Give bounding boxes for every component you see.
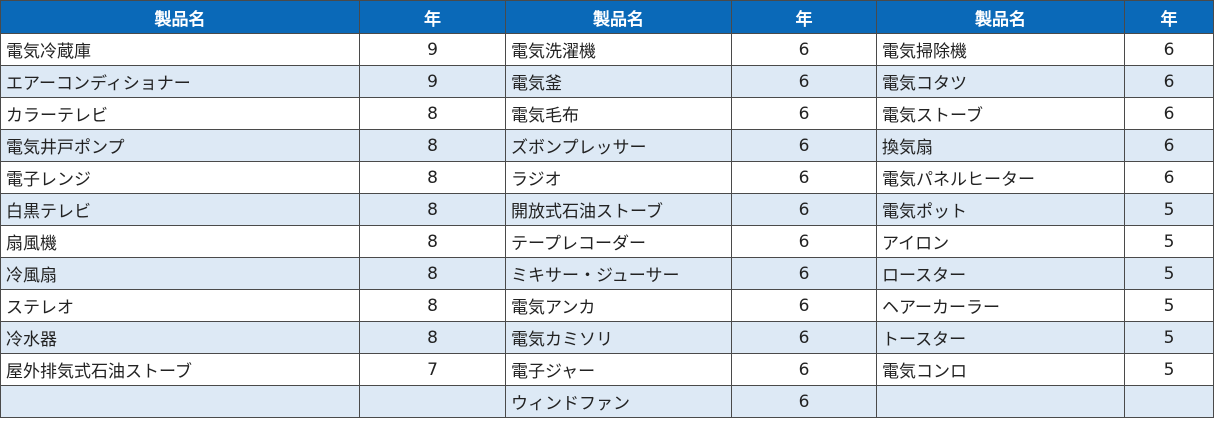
product-name-cell: 電気洗濯機	[505, 33, 732, 66]
year-cell: 5	[1124, 193, 1214, 226]
table-row: ウィンドファン 6	[0, 385, 1214, 418]
header-year-1: 年	[359, 0, 506, 34]
product-name-cell: 電気アンカ	[505, 289, 732, 322]
product-name-cell: アイロン	[876, 225, 1125, 258]
product-name-cell: エアーコンディショナー	[0, 65, 360, 98]
header-product-name-2: 製品名	[505, 0, 732, 34]
product-name-cell: 電気ポット	[876, 193, 1125, 226]
product-name-cell: 電気毛布	[505, 97, 732, 130]
table-row: 冷風扇 8 ミキサー・ジューサー 6 ロースター 5	[0, 257, 1214, 290]
table-row: 屋外排気式石油ストーブ 7 電子ジャー 6 電気コンロ 5	[0, 353, 1214, 386]
product-name-cell: 白黒テレビ	[0, 193, 360, 226]
year-cell: 6	[731, 97, 877, 130]
year-cell: 8	[359, 321, 506, 354]
year-cell: 6	[1124, 33, 1214, 66]
product-name-cell: 電気釜	[505, 65, 732, 98]
year-cell	[359, 385, 506, 418]
year-cell: 5	[1124, 353, 1214, 386]
product-name-cell: ミキサー・ジューサー	[505, 257, 732, 290]
year-cell: 8	[359, 289, 506, 322]
year-cell: 9	[359, 65, 506, 98]
year-cell: 6	[731, 385, 877, 418]
year-cell: 5	[1124, 225, 1214, 258]
year-cell: 6	[731, 257, 877, 290]
product-name-cell: 屋外排気式石油ストーブ	[0, 353, 360, 386]
table-row: 電気冷蔵庫 9 電気洗濯機 6 電気掃除機 6	[0, 33, 1214, 66]
year-cell: 5	[1124, 289, 1214, 322]
product-name-cell: 電気ストーブ	[876, 97, 1125, 130]
table-row: 扇風機 8 テープレコーダー 6 アイロン 5	[0, 225, 1214, 258]
table-row: ステレオ 8 電気アンカ 6 ヘアーカーラー 5	[0, 289, 1214, 322]
header-product-name-3: 製品名	[876, 0, 1125, 34]
product-name-cell: ズボンプレッサー	[505, 129, 732, 162]
year-cell	[1124, 385, 1214, 418]
product-name-cell: テープレコーダー	[505, 225, 732, 258]
year-cell: 6	[731, 225, 877, 258]
product-name-cell	[876, 385, 1125, 418]
year-cell: 8	[359, 225, 506, 258]
year-cell: 6	[731, 321, 877, 354]
year-cell: 6	[1124, 65, 1214, 98]
header-year-2: 年	[731, 0, 877, 34]
table-row: カラーテレビ 8 電気毛布 6 電気ストーブ 6	[0, 97, 1214, 130]
table-row: 電気井戸ポンプ 8 ズボンプレッサー 6 換気扇 6	[0, 129, 1214, 162]
year-cell: 7	[359, 353, 506, 386]
header-year-3: 年	[1124, 0, 1214, 34]
product-name-cell: 電子ジャー	[505, 353, 732, 386]
year-cell: 9	[359, 33, 506, 66]
year-cell: 6	[1124, 161, 1214, 194]
product-name-cell: 電気冷蔵庫	[0, 33, 360, 66]
product-name-cell: 開放式石油ストーブ	[505, 193, 732, 226]
product-name-cell: 電気カミソリ	[505, 321, 732, 354]
product-name-cell: 扇風機	[0, 225, 360, 258]
year-cell: 8	[359, 97, 506, 130]
header-row: 製品名 年 製品名 年 製品名 年	[0, 0, 1214, 34]
table-row: エアーコンディショナー 9 電気釜 6 電気コタツ 6	[0, 65, 1214, 98]
year-cell: 6	[731, 65, 877, 98]
product-name-cell: 電気パネルヒーター	[876, 161, 1125, 194]
product-name-cell: 電気コタツ	[876, 65, 1125, 98]
year-cell: 6	[1124, 97, 1214, 130]
table-row: 電子レンジ 8 ラジオ 6 電気パネルヒーター 6	[0, 161, 1214, 194]
product-name-cell: 冷水器	[0, 321, 360, 354]
product-name-cell: 冷風扇	[0, 257, 360, 290]
product-name-cell: 電子レンジ	[0, 161, 360, 194]
table-row: 白黒テレビ 8 開放式石油ストーブ 6 電気ポット 5	[0, 193, 1214, 226]
product-name-cell: 電気掃除機	[876, 33, 1125, 66]
year-cell: 6	[731, 161, 877, 194]
year-cell: 8	[359, 193, 506, 226]
product-name-cell: トースター	[876, 321, 1125, 354]
product-name-cell: ウィンドファン	[505, 385, 732, 418]
product-name-cell: 電気コンロ	[876, 353, 1125, 386]
product-name-cell: 換気扇	[876, 129, 1125, 162]
product-name-cell	[0, 385, 360, 418]
header-product-name-1: 製品名	[0, 0, 360, 34]
table-row: 冷水器 8 電気カミソリ 6 トースター 5	[0, 321, 1214, 354]
year-cell: 5	[1124, 321, 1214, 354]
year-cell: 8	[359, 161, 506, 194]
product-name-cell: 電気井戸ポンプ	[0, 129, 360, 162]
year-cell: 6	[1124, 129, 1214, 162]
year-cell: 5	[1124, 257, 1214, 290]
product-name-cell: ステレオ	[0, 289, 360, 322]
year-cell: 8	[359, 257, 506, 290]
product-name-cell: ロースター	[876, 257, 1125, 290]
year-cell: 6	[731, 193, 877, 226]
product-name-cell: カラーテレビ	[0, 97, 360, 130]
product-name-cell: ラジオ	[505, 161, 732, 194]
year-cell: 8	[359, 129, 506, 162]
product-lifespan-table: 製品名 年 製品名 年 製品名 年 電気冷蔵庫 9 電気洗濯機 6 電気掃除機 …	[0, 0, 1214, 418]
year-cell: 6	[731, 33, 877, 66]
year-cell: 6	[731, 129, 877, 162]
year-cell: 6	[731, 289, 877, 322]
year-cell: 6	[731, 353, 877, 386]
product-name-cell: ヘアーカーラー	[876, 289, 1125, 322]
